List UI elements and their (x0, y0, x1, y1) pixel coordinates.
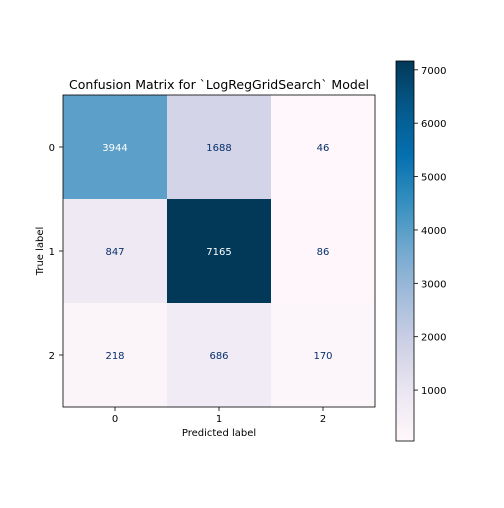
chart-title: Confusion Matrix for `LogRegGridSearch` … (69, 77, 369, 92)
cell-value-1-2: 86 (317, 247, 330, 258)
cell-value-2-0: 218 (105, 351, 124, 362)
y-axis-label: True label (35, 227, 46, 277)
x-tick-label-1: 1 (216, 414, 222, 425)
colorbar (395, 60, 415, 442)
colorbar-tick-label-3: 4000 (421, 226, 446, 237)
cell-value-2-2: 170 (313, 351, 332, 362)
cell-value-1-1: 7165 (206, 247, 231, 258)
cell-value-0-2: 46 (317, 143, 330, 154)
cell-1-0 (63, 199, 168, 304)
cell-0-0 (63, 95, 168, 200)
colorbar-tick-label-6: 7000 (421, 66, 446, 77)
cell-value-2-1: 686 (209, 351, 228, 362)
cell-0-2 (271, 95, 376, 200)
y-tick-label-0: 0 (49, 143, 55, 154)
cell-1-2 (271, 199, 376, 304)
colorbar-tick-label-4: 5000 (421, 173, 446, 184)
y-tick-label-2: 2 (49, 351, 55, 362)
cell-2-0 (63, 303, 168, 408)
cell-1-1 (167, 199, 272, 304)
colorbar-tick-label-2: 3000 (421, 279, 446, 290)
colorbar-tick-label-1: 2000 (421, 333, 446, 344)
x-tick-label-0: 0 (112, 414, 118, 425)
cell-2-1 (167, 303, 272, 408)
y-tick-label-1: 1 (49, 247, 55, 258)
cell-value-0-0: 3944 (102, 143, 127, 154)
cell-value-1-0: 847 (105, 247, 124, 258)
cell-2-2 (271, 303, 376, 408)
x-tick-label-2: 2 (320, 414, 326, 425)
x-axis-label: Predicted label (182, 428, 256, 439)
colorbar-tick-label-0: 1000 (421, 386, 446, 397)
cell-value-0-1: 1688 (206, 143, 231, 154)
cell-0-1 (167, 95, 272, 200)
colorbar-tick-label-5: 6000 (421, 119, 446, 130)
